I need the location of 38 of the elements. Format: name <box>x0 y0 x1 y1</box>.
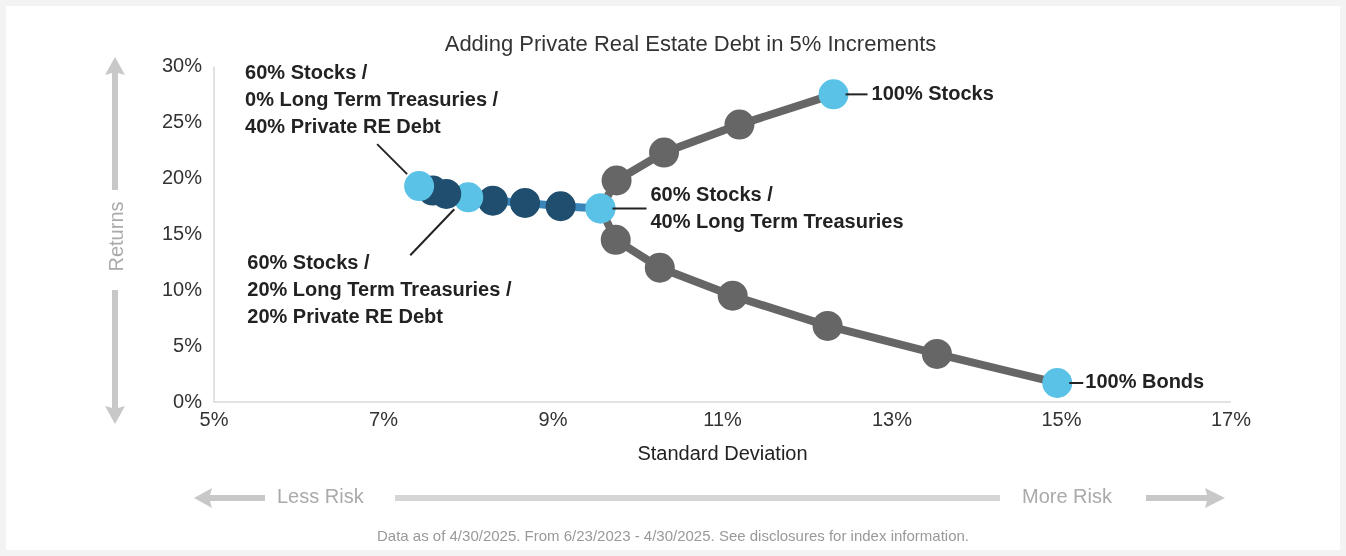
point <box>644 252 675 283</box>
y-tick-label: 25% <box>162 109 203 132</box>
point <box>812 310 843 341</box>
point <box>724 109 755 140</box>
text: Data as of 4/30/2025. From 6/23/2023 - 4/30/2025. See disclosures for index information. <box>376 527 970 544</box>
point <box>477 185 508 216</box>
point <box>1042 367 1073 398</box>
chart-title: Adding Private Real Estate Debt in 5% Increments <box>444 31 937 57</box>
y-tick-label: 20% <box>162 165 203 188</box>
y-axis-title: Returns <box>104 200 128 274</box>
point <box>818 79 849 110</box>
y-tick-label: 30% <box>162 53 203 76</box>
point <box>921 338 952 369</box>
point <box>404 171 435 202</box>
point <box>545 191 576 222</box>
point <box>510 187 541 218</box>
x-tick-label: 11% <box>703 407 742 430</box>
text: Less Risk <box>277 485 364 508</box>
y-tick-label: 15% <box>162 221 203 244</box>
x-tick-label: 9% <box>538 407 568 430</box>
annotation: 100% Bonds <box>1085 370 1205 393</box>
x-tick-label: 13% <box>871 407 913 430</box>
y-tick-label: 5% <box>173 333 203 356</box>
annotation: 60% Stocks / 20% Long Term Treasuries / 20% Private RE Debt <box>247 250 512 327</box>
point <box>601 165 632 196</box>
x-tick-label: 15% <box>1041 407 1082 430</box>
x-tick-label: 17% <box>1210 407 1252 430</box>
annotation: 60% Stocks / 0% Long Term Treasuries / 40% Private RE Debt <box>245 60 499 137</box>
x-axis-title: Standard Deviation <box>637 441 808 464</box>
point <box>453 182 484 213</box>
point <box>649 137 680 168</box>
text: More Risk <box>1022 485 1113 508</box>
annotation: 100% Stocks <box>871 81 994 104</box>
y-tick-label: 10% <box>162 277 203 300</box>
x-tick-label: 7% <box>369 407 399 430</box>
point <box>717 280 748 311</box>
annotation: 60% Stocks / 40% Long Term Treasuries <box>650 182 904 232</box>
point <box>600 224 631 255</box>
